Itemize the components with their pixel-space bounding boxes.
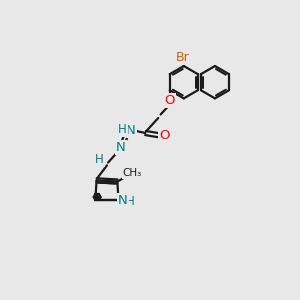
Text: Br: Br <box>176 51 190 64</box>
Text: H: H <box>126 195 134 208</box>
Text: N: N <box>126 124 136 137</box>
Text: N: N <box>116 141 126 154</box>
Text: N: N <box>118 194 128 207</box>
Text: O: O <box>164 94 175 107</box>
Text: O: O <box>159 129 170 142</box>
Text: CH₃: CH₃ <box>123 168 142 178</box>
Text: H: H <box>118 123 127 136</box>
Text: H: H <box>95 153 104 166</box>
